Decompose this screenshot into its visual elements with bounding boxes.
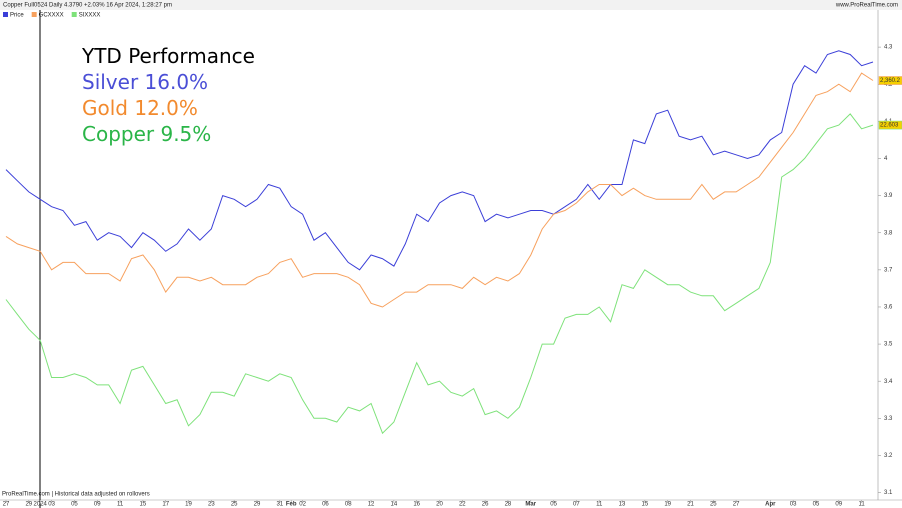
y-tick-label: 3.6 bbox=[884, 305, 893, 311]
x-tick-label: 14 bbox=[391, 502, 398, 508]
x-tick-label: 31 bbox=[276, 502, 283, 508]
price-tag bbox=[878, 76, 902, 85]
x-tick-label: 25 bbox=[231, 502, 238, 508]
x-tick-label: 27 bbox=[733, 502, 740, 508]
x-tick-label: 09 bbox=[835, 502, 842, 508]
legend-label: SIXXXX bbox=[79, 13, 101, 19]
x-tick-label: 21 bbox=[687, 502, 694, 508]
y-tick-label: 3.5 bbox=[884, 342, 893, 348]
x-tick-label: 25 bbox=[710, 502, 717, 508]
y-tick-label: 3.4 bbox=[884, 379, 893, 385]
x-tick-label: 05 bbox=[813, 502, 820, 508]
annotation: Gold 12.0% bbox=[82, 96, 198, 120]
x-tick-label: 15 bbox=[140, 502, 147, 508]
x-tick-label: 12 bbox=[368, 502, 375, 508]
annotation: YTD Performance bbox=[81, 44, 255, 68]
x-tick-label: 2024 bbox=[34, 502, 48, 508]
x-tick-label: 06 bbox=[322, 502, 329, 508]
x-tick-label: 29 bbox=[25, 502, 32, 508]
x-tick-label: 26 bbox=[482, 502, 489, 508]
header-site: www.ProRealTime.com bbox=[835, 3, 898, 9]
y-tick-label: 3.2 bbox=[884, 453, 893, 459]
annotation: Copper 9.5% bbox=[82, 122, 211, 146]
x-tick-label: 11 bbox=[117, 502, 124, 508]
x-tick-label: Mar bbox=[525, 502, 536, 508]
annotation: Silver 16.0% bbox=[82, 70, 208, 94]
x-tick-label: 08 bbox=[345, 502, 352, 508]
y-tick-label: 3.7 bbox=[884, 267, 893, 273]
x-tick-label: 15 bbox=[641, 502, 648, 508]
x-tick-label: 03 bbox=[48, 502, 55, 508]
x-tick-label: 28 bbox=[505, 502, 512, 508]
x-tick-label: 19 bbox=[185, 502, 192, 508]
x-tick-label: 17 bbox=[162, 502, 169, 508]
x-tick-label: 09 bbox=[94, 502, 101, 508]
legend-label: Price bbox=[10, 13, 24, 19]
x-tick-label: 11 bbox=[596, 502, 603, 508]
legend-swatch bbox=[31, 12, 37, 17]
x-tick-label: Apr bbox=[765, 502, 776, 508]
y-tick-label: 3.8 bbox=[884, 230, 893, 236]
price-tag-label: 2,360.2 bbox=[880, 78, 901, 84]
price-tag bbox=[878, 120, 902, 130]
legend-swatch bbox=[3, 12, 8, 17]
y-tick-label: 4.3 bbox=[884, 45, 893, 51]
series-line bbox=[5, 50, 874, 271]
legend-swatch bbox=[71, 12, 77, 17]
legend-label: GCXXXX bbox=[39, 13, 64, 19]
x-tick-label: 05 bbox=[550, 502, 557, 508]
x-tick-label: 19 bbox=[664, 502, 671, 508]
x-tick-label: 03 bbox=[790, 502, 797, 508]
x-tick-label: 27 bbox=[3, 502, 10, 508]
header-title: Copper Full0524 Daily 4.3790 +2.03% 16 A… bbox=[3, 3, 172, 9]
y-tick-label: 3.9 bbox=[884, 193, 893, 199]
x-tick-label: 02 bbox=[299, 502, 306, 508]
x-tick-label: 13 bbox=[619, 502, 626, 508]
y-tick-label: 3.3 bbox=[884, 416, 893, 422]
y-tick-label: 4 bbox=[884, 156, 888, 162]
header-bar bbox=[0, 0, 902, 10]
x-tick-label: 07 bbox=[573, 502, 580, 508]
x-tick-label: 22 bbox=[459, 502, 466, 508]
x-tick-label: 16 bbox=[413, 502, 420, 508]
series-line bbox=[5, 113, 874, 435]
series-line bbox=[5, 72, 874, 308]
footer: ProRealTime.com | Historical data adjust… bbox=[2, 492, 150, 498]
price-tag-label: 22.603 bbox=[880, 123, 899, 129]
x-tick-label: Feb bbox=[286, 502, 297, 508]
x-tick-label: 11 bbox=[858, 502, 865, 508]
x-tick-label: 23 bbox=[208, 502, 215, 508]
x-tick-label: 29 bbox=[254, 502, 261, 508]
x-tick-label: 05 bbox=[71, 502, 78, 508]
x-tick-label: 20 bbox=[436, 502, 443, 508]
y-tick-label: 3.1 bbox=[884, 490, 893, 496]
